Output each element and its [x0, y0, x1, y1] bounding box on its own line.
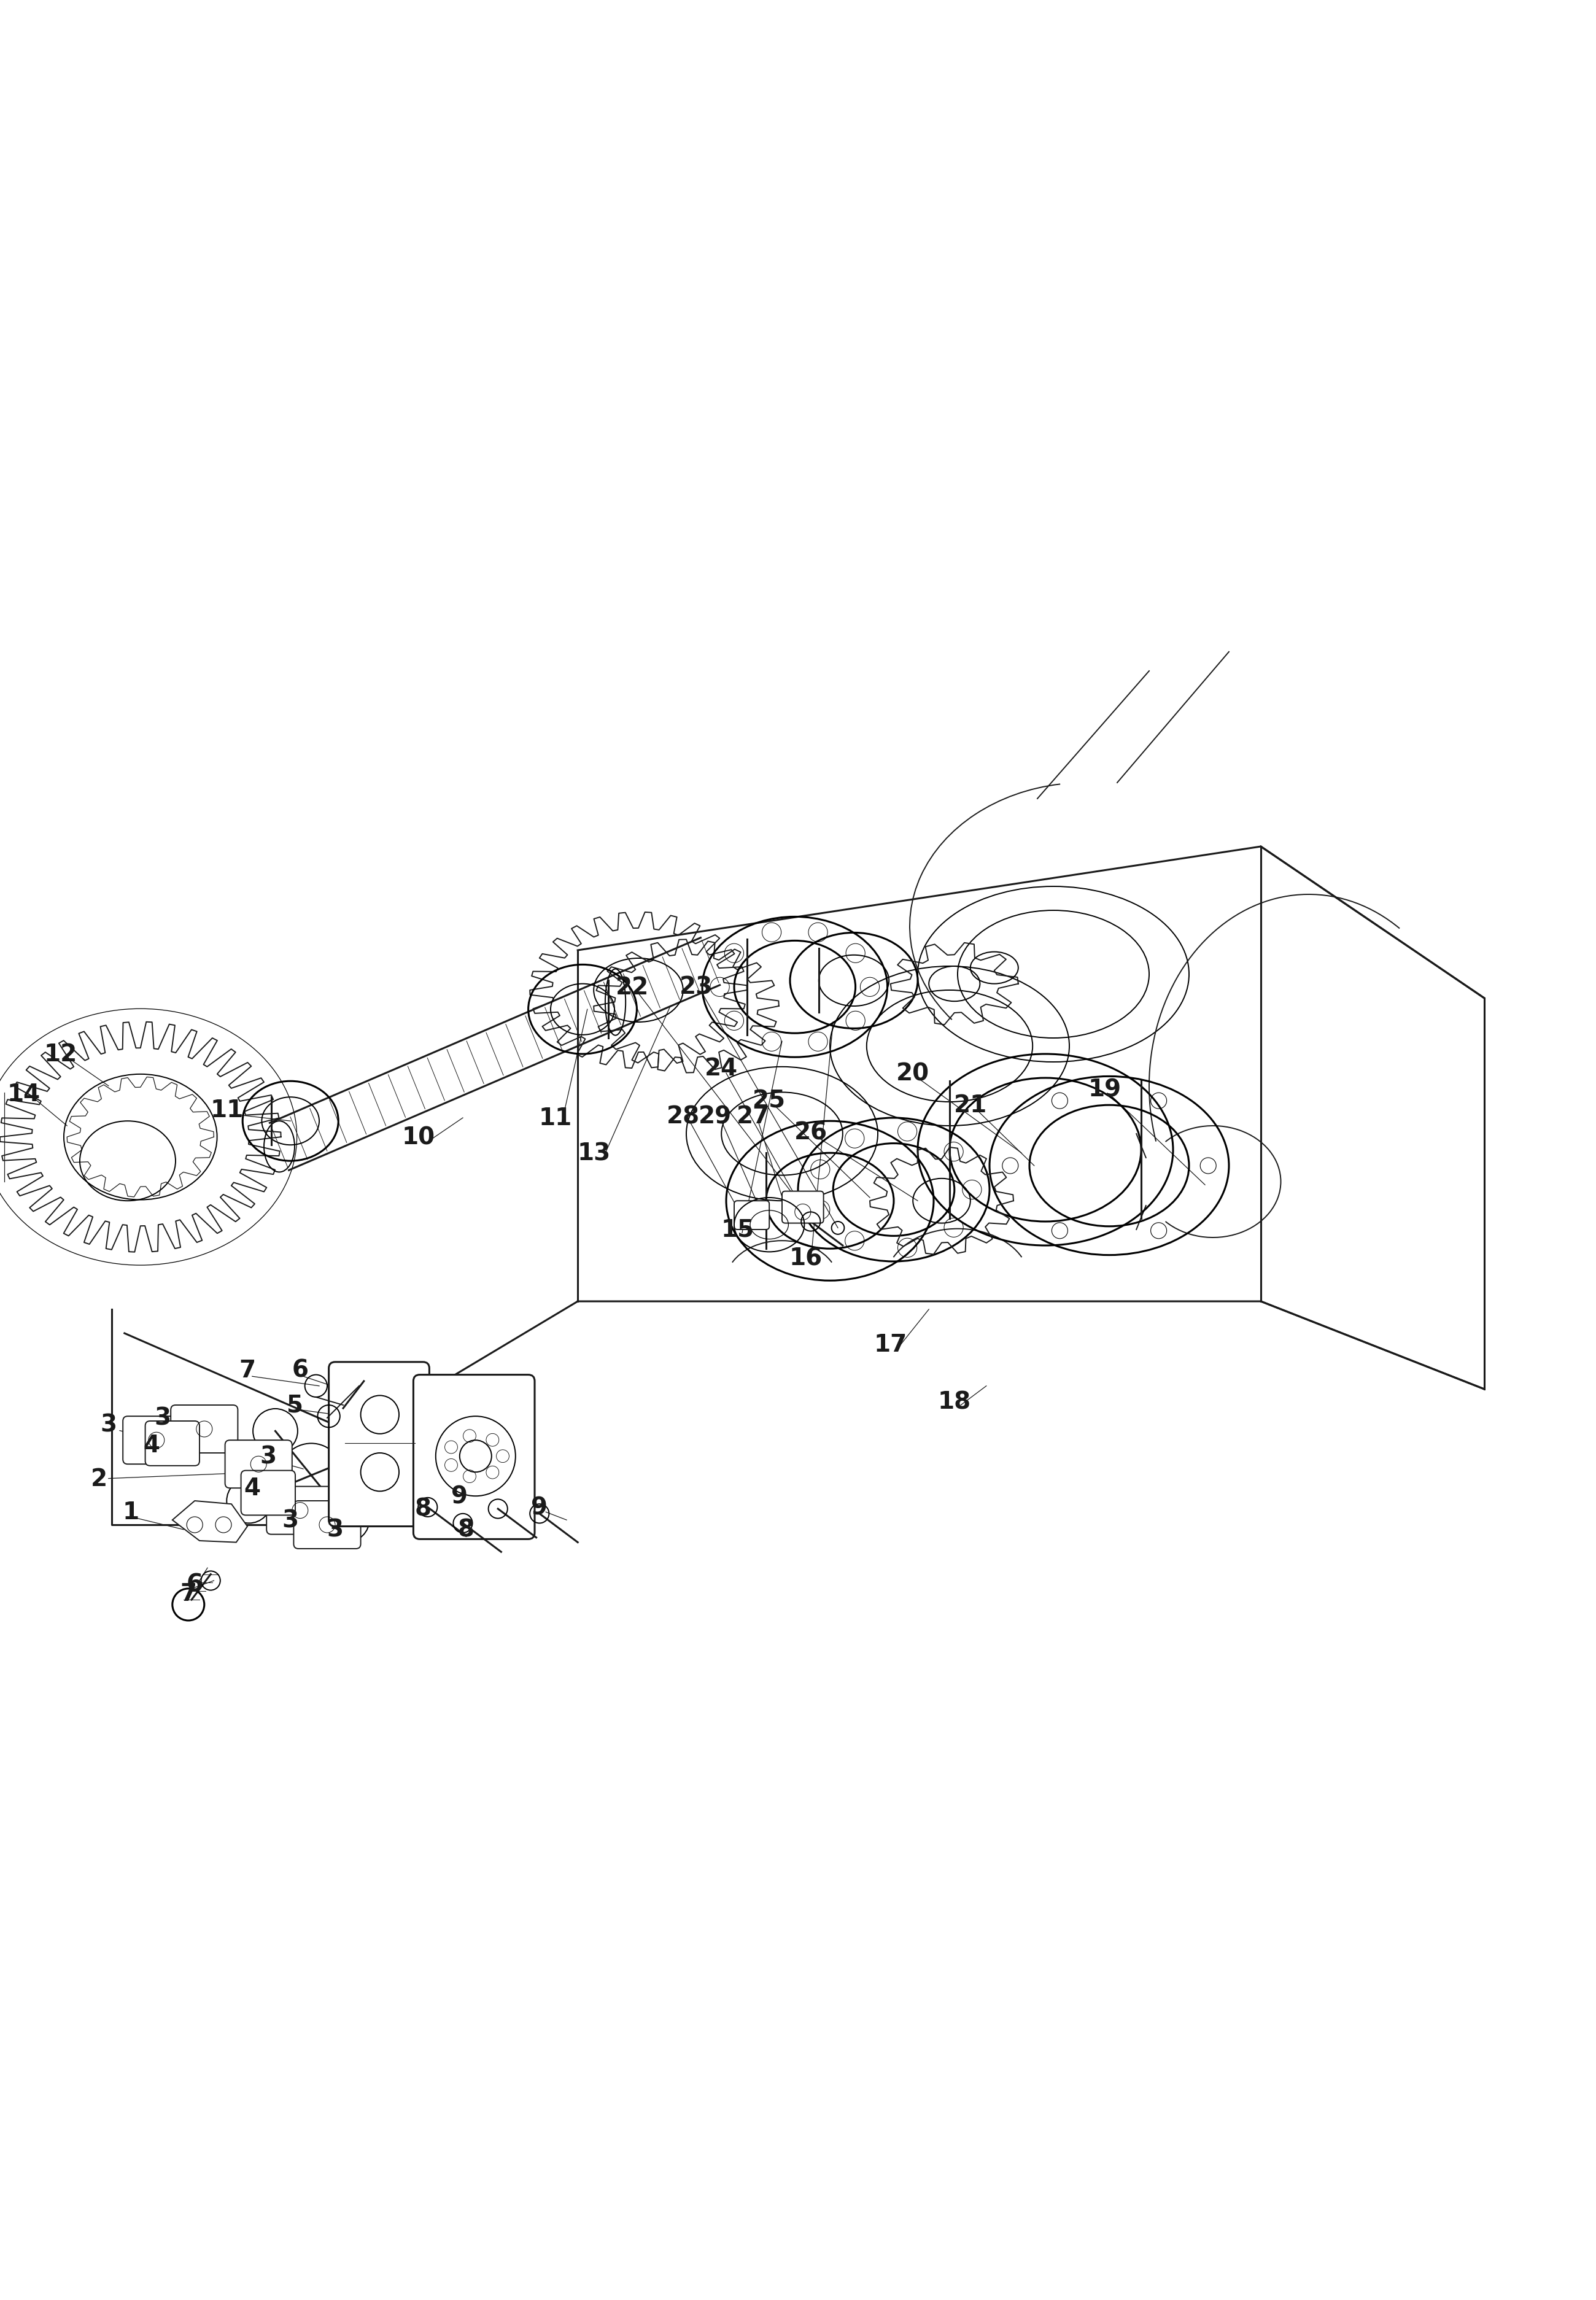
Text: 21: 21 — [954, 1095, 986, 1118]
FancyBboxPatch shape — [123, 1417, 190, 1465]
Text: 26: 26 — [795, 1120, 827, 1143]
Text: 18: 18 — [938, 1392, 970, 1415]
Text: 2: 2 — [91, 1467, 107, 1490]
Text: 3: 3 — [155, 1405, 171, 1431]
FancyBboxPatch shape — [267, 1486, 334, 1534]
Text: 11: 11 — [539, 1106, 571, 1129]
Text: 27: 27 — [737, 1104, 769, 1129]
Text: 3: 3 — [282, 1509, 298, 1532]
Text: 24: 24 — [705, 1058, 737, 1081]
Text: 22: 22 — [616, 975, 648, 998]
Text: 17: 17 — [875, 1334, 907, 1357]
Text: 6: 6 — [187, 1573, 203, 1596]
FancyBboxPatch shape — [241, 1470, 295, 1516]
Text: 19: 19 — [1088, 1079, 1120, 1102]
Text: 14: 14 — [8, 1083, 40, 1106]
Text: 15: 15 — [721, 1219, 753, 1242]
Text: 11: 11 — [211, 1099, 243, 1122]
Text: 4: 4 — [144, 1433, 160, 1456]
Text: 3: 3 — [327, 1518, 343, 1541]
FancyBboxPatch shape — [171, 1405, 238, 1454]
Text: 25: 25 — [753, 1088, 785, 1113]
Text: 7: 7 — [239, 1359, 255, 1382]
Text: 9: 9 — [531, 1495, 547, 1518]
Text: 9: 9 — [452, 1484, 468, 1509]
Text: 1: 1 — [123, 1500, 139, 1525]
Text: 13: 13 — [578, 1141, 610, 1164]
FancyBboxPatch shape — [329, 1362, 429, 1527]
Text: 29: 29 — [699, 1104, 731, 1129]
FancyBboxPatch shape — [782, 1191, 824, 1224]
Text: 3: 3 — [260, 1444, 276, 1467]
Text: 8: 8 — [415, 1497, 431, 1520]
FancyBboxPatch shape — [734, 1201, 769, 1230]
Text: 12: 12 — [45, 1042, 77, 1065]
FancyBboxPatch shape — [294, 1502, 361, 1548]
Polygon shape — [172, 1502, 247, 1543]
FancyBboxPatch shape — [145, 1421, 200, 1465]
Text: 20: 20 — [897, 1063, 929, 1086]
Text: 5: 5 — [287, 1394, 303, 1417]
Text: 16: 16 — [790, 1247, 822, 1270]
Text: 10: 10 — [402, 1125, 434, 1150]
Text: 4: 4 — [244, 1477, 260, 1500]
FancyBboxPatch shape — [413, 1375, 535, 1539]
Text: 3: 3 — [101, 1412, 117, 1435]
FancyBboxPatch shape — [225, 1440, 292, 1488]
Text: 28: 28 — [667, 1104, 699, 1129]
Text: 7: 7 — [180, 1582, 196, 1605]
Text: 8: 8 — [458, 1518, 474, 1541]
Text: 23: 23 — [680, 975, 712, 998]
Text: 6: 6 — [292, 1359, 308, 1382]
